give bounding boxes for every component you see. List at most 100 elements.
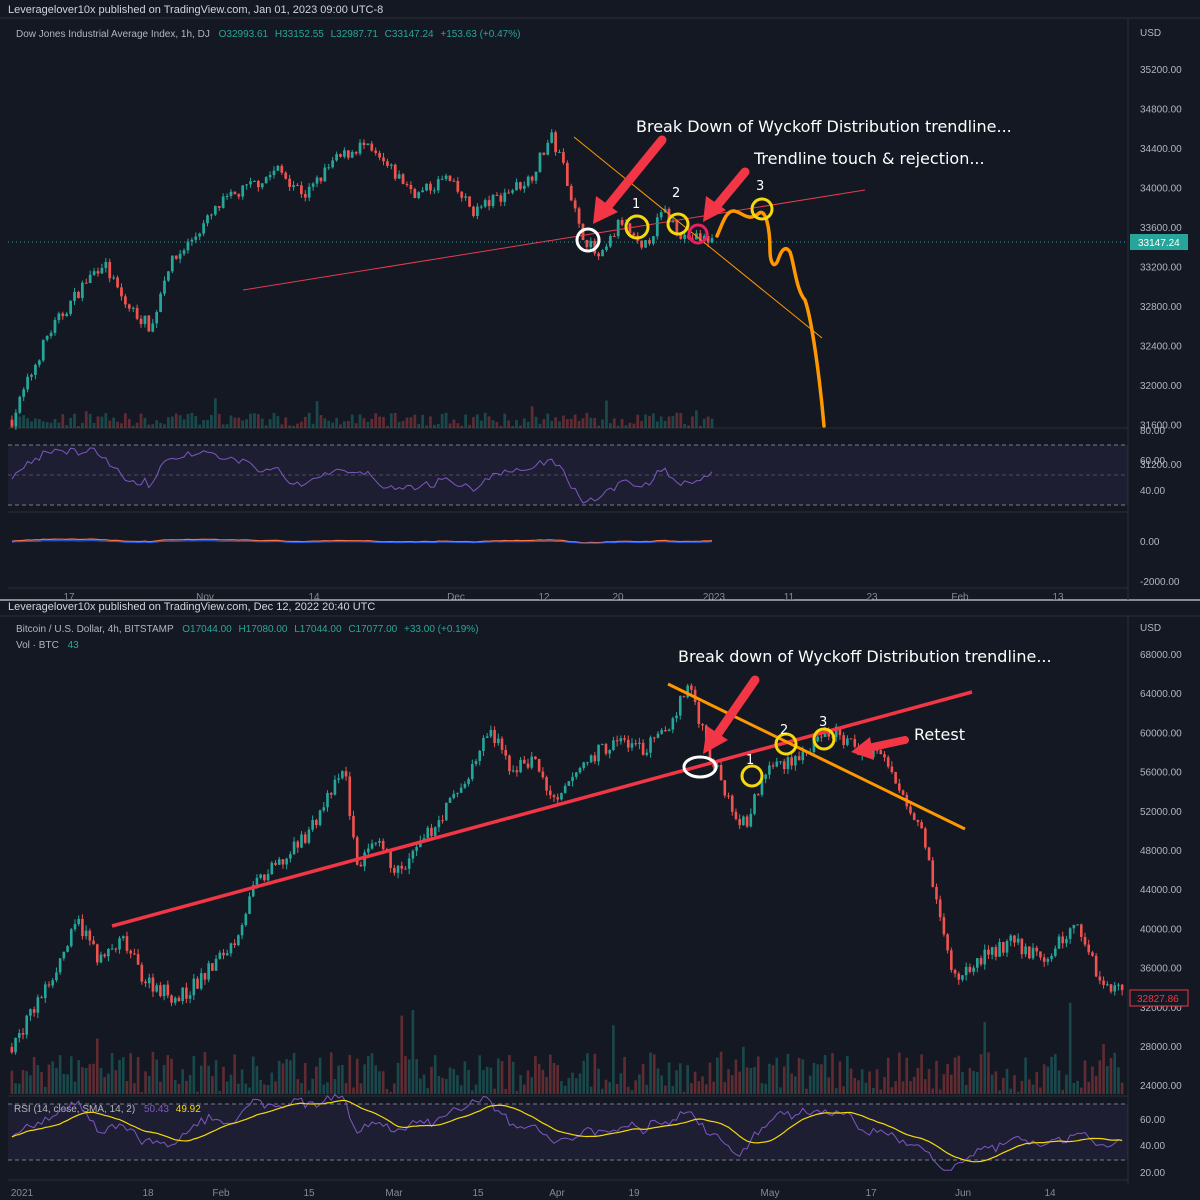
volume-bar [898, 1052, 901, 1094]
annotation-rejection: Trendline touch & rejection... [753, 149, 985, 168]
candle-body [125, 936, 129, 951]
volume-bar [679, 413, 683, 428]
rsi-band [8, 1104, 1128, 1160]
volume-bar [942, 1074, 946, 1094]
volume-bar [26, 418, 29, 428]
candle-body [173, 997, 177, 1003]
candle-body [393, 164, 397, 179]
volume-bar [225, 1081, 229, 1094]
candle-body [389, 164, 393, 166]
volume-bar [872, 1087, 875, 1094]
volume-bar [140, 1091, 144, 1094]
volume-bar [655, 421, 659, 428]
candle-body [927, 847, 931, 861]
volume-bar [615, 1083, 619, 1094]
candle-body [430, 827, 433, 836]
candle-body [556, 797, 560, 800]
volume-bar [307, 412, 311, 428]
volume-bar [452, 1069, 456, 1094]
candle-body [979, 958, 983, 965]
candle-body [374, 842, 378, 844]
candle-body [280, 165, 284, 173]
volume-bar [159, 1081, 162, 1094]
price-tick: 48000.00 [1140, 846, 1182, 857]
volume-bar [430, 1066, 433, 1094]
candle-body [432, 190, 436, 192]
volume-bar [534, 1055, 537, 1094]
candle-body [378, 152, 381, 158]
candle-body [1024, 946, 1027, 955]
volume-bar [55, 1067, 58, 1094]
candle-body [586, 762, 589, 764]
volume-bar [84, 1068, 88, 1094]
volume-bar [374, 413, 378, 428]
price-tick: 33200.00 [1140, 263, 1182, 274]
volume-bar [983, 1022, 987, 1094]
time-tick: Nov [196, 592, 214, 603]
candle-body [355, 837, 359, 865]
volume-bar [612, 418, 616, 428]
candle-body [912, 813, 916, 820]
candle-body [147, 977, 151, 984]
volume-bar [597, 1068, 600, 1094]
candle-body [393, 867, 396, 873]
volume-bar [448, 1067, 452, 1094]
volume-bar [816, 1064, 819, 1094]
volume-bar [21, 1069, 25, 1094]
ohlc-open: O32993.61 [219, 29, 269, 40]
volume-bar [181, 1069, 184, 1094]
candle-body [225, 953, 229, 956]
volume-bar [471, 1090, 474, 1094]
candle-body [994, 947, 998, 957]
volume-bar [366, 421, 370, 428]
candle-body [1098, 976, 1102, 981]
volume-bar [1079, 1087, 1083, 1094]
volume-bar [515, 420, 518, 428]
candle-body [233, 191, 237, 195]
candle-body [370, 143, 374, 151]
candle-body [40, 997, 43, 999]
volume-bar [401, 421, 405, 428]
candle-body [886, 757, 890, 767]
volume-bar [671, 416, 675, 428]
candle-body [249, 181, 252, 185]
volume-bar [569, 418, 573, 428]
candle-body [794, 756, 797, 766]
volume-bar [186, 414, 190, 428]
candle-body [924, 828, 927, 848]
candle-body [211, 963, 214, 971]
volume-bar [178, 415, 182, 428]
volume-bar [95, 1038, 99, 1094]
candle-body [574, 772, 578, 777]
candle-body [872, 749, 875, 758]
ohlc-high: H33152.55 [275, 29, 324, 40]
volume-bar [964, 1084, 968, 1094]
volume-bar [460, 425, 464, 428]
volume-bar [1028, 1079, 1031, 1094]
candle-body [34, 364, 37, 375]
time-tick: 11 [784, 592, 795, 603]
volume-bar [567, 1077, 571, 1094]
price-tick: 60000.00 [1140, 728, 1182, 739]
volume-bar [73, 1081, 77, 1094]
volume-bar [753, 1066, 756, 1094]
volume-bar [272, 413, 276, 428]
volume-bar [994, 1071, 998, 1094]
volume-bar [452, 419, 456, 428]
candle-body [468, 196, 471, 207]
volume-bar [998, 1090, 1001, 1094]
volume-bar [1020, 1080, 1024, 1094]
candle-body [786, 757, 790, 770]
time-tick: 12 [538, 592, 550, 603]
volume-bar [18, 416, 22, 428]
volume-bar [649, 1052, 652, 1094]
candle-body [698, 233, 702, 242]
volume-bar [593, 1053, 597, 1094]
volume-bar [396, 1062, 400, 1094]
candle-body [573, 200, 577, 209]
rsi-legend: RSI (14, close, SMA, 14, 2) 50.43 49.92 [14, 1104, 201, 1115]
candle-body [612, 740, 615, 750]
volume-bar [110, 1052, 114, 1094]
volume-bar [445, 1079, 448, 1094]
candle-body [69, 929, 73, 947]
